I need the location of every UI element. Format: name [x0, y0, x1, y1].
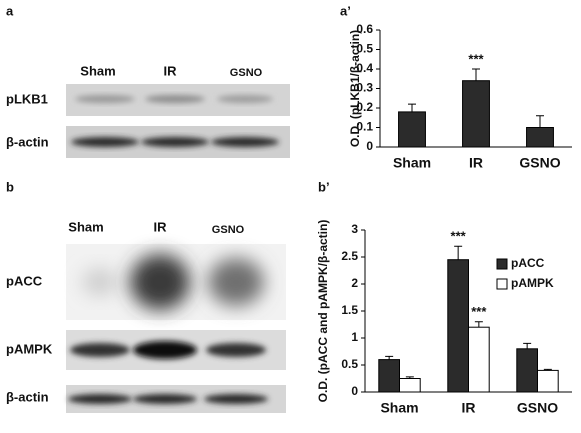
- bar: [447, 259, 469, 393]
- legend-swatch: [496, 278, 508, 290]
- lane-label: IR: [164, 63, 178, 78]
- blot: [66, 84, 290, 116]
- y-tick-label: 2.5: [341, 249, 358, 263]
- row-label: β-actin: [6, 134, 49, 149]
- error-bar: [536, 115, 544, 128]
- panel-label: a: [6, 3, 14, 18]
- panel-label: a’: [340, 3, 351, 18]
- lane-label: Sham: [68, 219, 103, 234]
- blot: [66, 330, 286, 370]
- y-tick-label: 0: [351, 384, 358, 398]
- legend-label: pAMPK: [511, 276, 554, 290]
- y-tick-label: 2: [351, 276, 358, 290]
- row-label: pACC: [6, 273, 43, 288]
- bar: [398, 111, 426, 148]
- bar: [526, 127, 554, 148]
- y-tick-label: 0.3: [356, 81, 373, 95]
- x-tick-label: Sham: [380, 400, 418, 416]
- bar: [378, 359, 400, 393]
- lane-label: GSNO: [212, 224, 245, 236]
- y-tick-label: 0.1: [356, 120, 373, 134]
- error-bar: [385, 355, 394, 360]
- x-tick-label: IR: [469, 155, 483, 171]
- legend-swatch: [496, 258, 508, 270]
- y-tick-label: 0.5: [341, 357, 358, 371]
- y-tick-label: 1: [351, 330, 358, 344]
- error-bar: [472, 68, 480, 81]
- blot: [66, 126, 290, 158]
- y-tick-label: 0: [366, 139, 373, 153]
- row-label: β-actin: [6, 389, 49, 404]
- error-bar: [523, 342, 532, 349]
- y-axis-title: O.D. (pLKB1/β-actin): [348, 30, 362, 147]
- bar: [516, 348, 538, 393]
- lane-label: Sham: [80, 63, 115, 78]
- blot: [66, 385, 286, 413]
- x-tick-label: IR: [462, 400, 476, 416]
- panel-label: b’: [318, 179, 330, 194]
- y-tick-label: 3: [351, 222, 358, 236]
- y-tick-label: 0.5: [356, 42, 373, 56]
- error-bar: [474, 321, 483, 328]
- lane-label: IR: [154, 219, 168, 234]
- y-axis-title: O.D. (pACC and pAMPK/β-actin): [316, 220, 330, 403]
- blot: [66, 244, 286, 320]
- bar: [399, 378, 421, 393]
- y-tick-label: 1.5: [341, 303, 358, 317]
- error-bar: [408, 103, 416, 112]
- bar: [537, 369, 559, 393]
- panel-label: b: [6, 179, 14, 194]
- annotation: ***: [468, 51, 484, 66]
- annotation: ***: [451, 229, 467, 244]
- annotation: ***: [471, 304, 487, 319]
- y-tick-label: 0.4: [356, 61, 373, 75]
- x-tick-label: GSNO: [519, 155, 560, 171]
- y-tick-label: 0.2: [356, 100, 373, 114]
- bar: [462, 80, 490, 148]
- row-label: pAMPK: [6, 341, 53, 356]
- lane-label: GSNO: [230, 67, 263, 79]
- row-label: pLKB1: [6, 91, 48, 106]
- x-tick-label: GSNO: [517, 400, 558, 416]
- x-tick-label: Sham: [393, 155, 431, 171]
- y-tick-label: 0.6: [356, 22, 373, 36]
- legend-label: pACC: [511, 256, 545, 270]
- bar: [468, 326, 490, 393]
- error-bar: [454, 245, 463, 260]
